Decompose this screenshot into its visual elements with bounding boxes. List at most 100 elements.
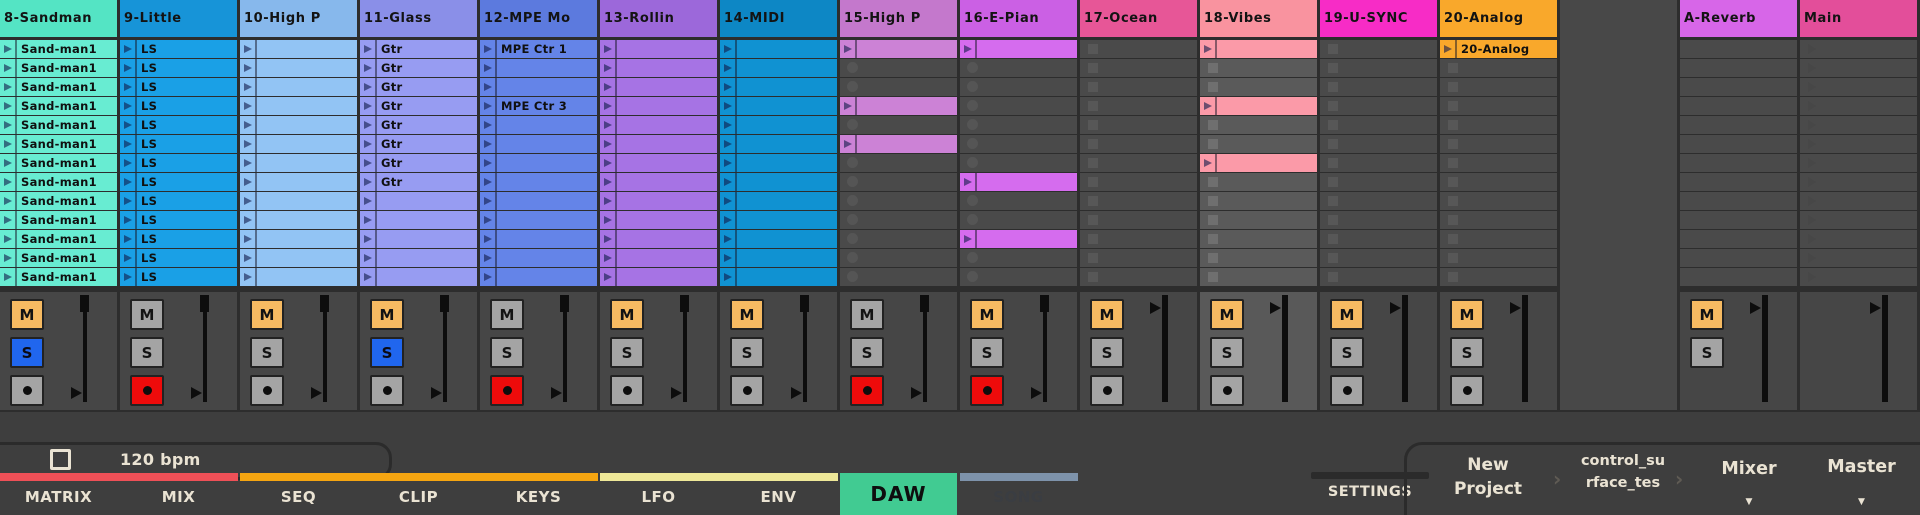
empty-clip-slot[interactable]	[1800, 78, 1917, 96]
empty-clip-slot[interactable]	[1320, 249, 1437, 267]
empty-clip-slot[interactable]	[1440, 97, 1557, 115]
clip-slot[interactable]: 20-Analog	[1440, 40, 1557, 58]
clip-slot[interactable]: Gtr	[360, 116, 477, 134]
clip-slot[interactable]: MPE Ctr 3	[480, 97, 597, 115]
breadcrumb-project[interactable]: New Project	[1453, 455, 1523, 499]
empty-clip-slot[interactable]	[1080, 211, 1197, 229]
clip-slot[interactable]: Sand-man1	[0, 249, 117, 267]
empty-clip-slot[interactable]	[1680, 59, 1797, 77]
clip-slot[interactable]	[600, 249, 717, 267]
empty-clip-slot[interactable]	[840, 192, 957, 210]
clip-slot[interactable]	[360, 249, 477, 267]
empty-clip-slot[interactable]	[1320, 268, 1437, 286]
clip-slot[interactable]	[480, 211, 597, 229]
clip-slot[interactable]	[480, 268, 597, 286]
empty-clip-slot[interactable]	[1200, 173, 1317, 191]
mute-button[interactable]: M	[970, 299, 1004, 330]
clip-slot[interactable]	[600, 59, 717, 77]
clip-slot[interactable]: Sand-man1	[0, 97, 117, 115]
empty-clip-slot[interactable]	[960, 97, 1077, 115]
clip-slot[interactable]	[240, 192, 357, 210]
empty-clip-slot[interactable]	[1680, 173, 1797, 191]
volume-fader[interactable]	[1200, 292, 1317, 410]
clip-slot[interactable]	[360, 230, 477, 248]
empty-clip-slot[interactable]	[960, 59, 1077, 77]
clip-slot[interactable]	[720, 192, 837, 210]
clip-slot[interactable]	[600, 135, 717, 153]
mute-button[interactable]: M	[130, 299, 164, 330]
empty-clip-slot[interactable]	[1200, 230, 1317, 248]
empty-clip-slot[interactable]	[960, 211, 1077, 229]
clip-slot[interactable]	[600, 154, 717, 172]
empty-clip-slot[interactable]	[1680, 116, 1797, 134]
solo-button[interactable]: S	[610, 337, 644, 368]
clip-slot[interactable]: LS	[120, 230, 237, 248]
empty-clip-slot[interactable]	[1680, 78, 1797, 96]
empty-clip-slot[interactable]	[1080, 116, 1197, 134]
clip-slot[interactable]	[600, 211, 717, 229]
volume-fader[interactable]	[1440, 292, 1557, 410]
clip-slot[interactable]	[720, 59, 837, 77]
empty-clip-slot[interactable]	[1080, 230, 1197, 248]
mute-button[interactable]: M	[1210, 299, 1244, 330]
clip-slot[interactable]	[480, 230, 597, 248]
solo-button[interactable]: S	[1210, 337, 1244, 368]
tab-settings[interactable]: SETTINGS	[1327, 484, 1413, 500]
clip-slot[interactable]	[600, 40, 717, 58]
mute-button[interactable]: M	[1090, 299, 1124, 330]
track-header-8-Sandman[interactable]: 8-Sandman	[0, 0, 117, 37]
empty-clip-slot[interactable]	[1680, 154, 1797, 172]
empty-clip-slot[interactable]	[960, 135, 1077, 153]
empty-clip-slot[interactable]	[1200, 268, 1317, 286]
solo-button[interactable]: S	[490, 337, 524, 368]
clip-slot[interactable]	[600, 116, 717, 134]
empty-clip-slot[interactable]	[1200, 192, 1317, 210]
empty-clip-slot[interactable]	[1080, 97, 1197, 115]
clip-slot[interactable]: LS	[120, 40, 237, 58]
track-header-13-Rollin[interactable]: 13-Rollin	[600, 0, 717, 37]
empty-clip-slot[interactable]	[1440, 230, 1557, 248]
empty-clip-slot[interactable]	[1080, 249, 1197, 267]
record-arm-button[interactable]	[970, 375, 1004, 406]
clip-slot[interactable]: LS	[120, 59, 237, 77]
empty-clip-slot[interactable]	[1320, 135, 1437, 153]
record-arm-button[interactable]	[1450, 375, 1484, 406]
clip-slot[interactable]	[600, 97, 717, 115]
empty-clip-slot[interactable]	[1080, 268, 1197, 286]
empty-clip-slot[interactable]	[1440, 78, 1557, 96]
clip-slot[interactable]	[600, 230, 717, 248]
clip-slot[interactable]	[360, 211, 477, 229]
mute-button[interactable]: M	[490, 299, 524, 330]
volume-fader[interactable]	[960, 292, 1077, 410]
empty-clip-slot[interactable]	[1440, 173, 1557, 191]
empty-clip-slot[interactable]	[1680, 211, 1797, 229]
clip-slot[interactable]	[240, 230, 357, 248]
empty-clip-slot[interactable]	[1080, 78, 1197, 96]
clip-slot[interactable]	[480, 59, 597, 77]
solo-button[interactable]: S	[970, 337, 1004, 368]
empty-clip-slot[interactable]	[1680, 230, 1797, 248]
record-arm-button[interactable]	[610, 375, 644, 406]
empty-clip-slot[interactable]	[1800, 154, 1917, 172]
empty-clip-slot[interactable]	[840, 249, 957, 267]
empty-clip-slot[interactable]	[1320, 192, 1437, 210]
track-header-A-Reverb[interactable]: A-Reverb	[1680, 0, 1797, 37]
empty-clip-slot[interactable]	[1320, 154, 1437, 172]
clip-slot[interactable]: Gtr	[360, 40, 477, 58]
empty-clip-slot[interactable]	[1200, 78, 1317, 96]
solo-button[interactable]: S	[1450, 337, 1484, 368]
empty-clip-slot[interactable]	[1440, 59, 1557, 77]
empty-clip-slot[interactable]	[840, 78, 957, 96]
clip-slot[interactable]	[480, 173, 597, 191]
empty-clip-slot[interactable]	[1680, 268, 1797, 286]
clip-slot[interactable]	[240, 135, 357, 153]
bpm-display[interactable]: 120 bpm	[120, 450, 201, 469]
solo-button[interactable]: S	[1690, 337, 1724, 368]
volume-fader[interactable]	[360, 292, 477, 410]
empty-clip-slot[interactable]	[1080, 59, 1197, 77]
clip-slot[interactable]	[960, 230, 1077, 248]
clip-slot[interactable]: LS	[120, 192, 237, 210]
clip-slot[interactable]: Sand-man1	[0, 116, 117, 134]
empty-clip-slot[interactable]	[1080, 154, 1197, 172]
breadcrumb-mixer-dropdown[interactable]: Mixer	[1721, 459, 1777, 479]
